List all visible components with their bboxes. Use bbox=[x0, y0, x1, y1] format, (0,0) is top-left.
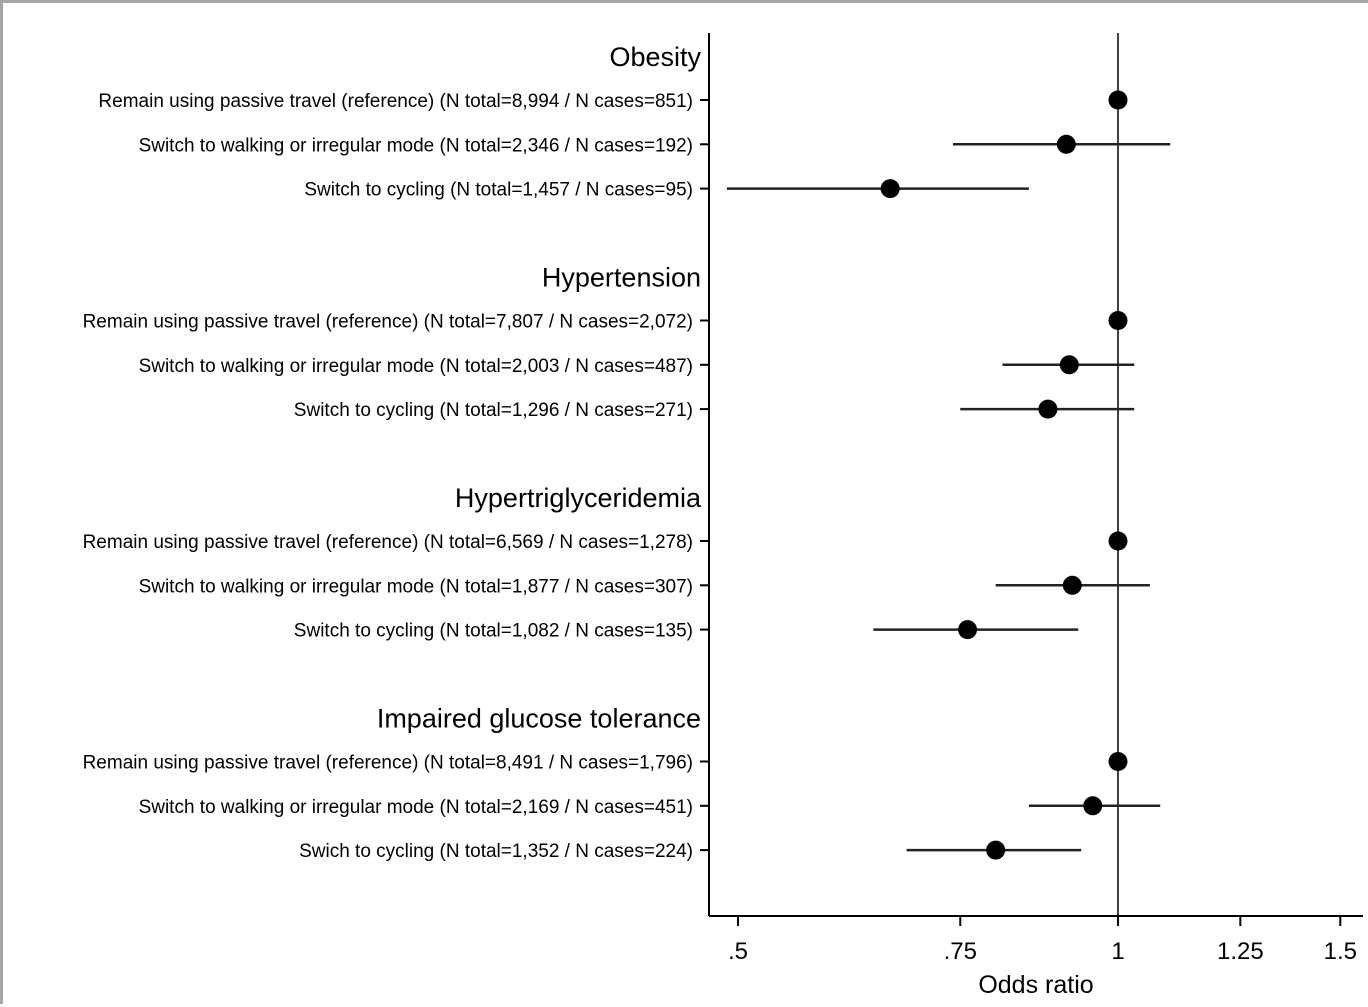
row-label: Remain using passive travel (reference) … bbox=[83, 753, 693, 774]
point-estimate bbox=[986, 840, 1006, 860]
x-tick-label: 1.5 bbox=[1324, 938, 1357, 965]
point-estimate bbox=[1108, 90, 1128, 110]
point-estimate bbox=[1056, 134, 1076, 154]
x-tick-label: .5 bbox=[728, 938, 748, 965]
point-estimate bbox=[1062, 575, 1082, 595]
estimate-marks bbox=[726, 90, 1171, 860]
group-title: Hypertension bbox=[542, 263, 701, 293]
x-axis-title: Odds ratio bbox=[978, 971, 1093, 999]
row-label: Switch to walking or irregular mode (N t… bbox=[139, 356, 693, 377]
x-tick-label: 1.25 bbox=[1217, 938, 1264, 965]
forest-plot: Obesity Remain using passive travel (refe… bbox=[83, 33, 1363, 999]
group-title: Hypertriglyceridemia bbox=[455, 483, 702, 513]
group-title: Impaired glucose tolerance bbox=[377, 704, 701, 734]
row-label: Remain using passive travel (reference) … bbox=[98, 91, 693, 112]
x-tick-label: 1 bbox=[1111, 938, 1124, 965]
row-labels: Obesity Remain using passive travel (refe… bbox=[83, 42, 709, 862]
row-label: Remain using passive travel (reference) … bbox=[83, 312, 693, 333]
row-label: Switch to walking or irregular mode (N t… bbox=[139, 797, 693, 818]
axes bbox=[708, 33, 1363, 917]
point-estimate bbox=[1108, 752, 1128, 771]
x-tick-label: .75 bbox=[944, 938, 977, 965]
row-label: Remain using passive travel (reference) … bbox=[83, 532, 693, 553]
row-label: Switch to cycling (N total=1,296 / N cas… bbox=[294, 400, 693, 421]
row-label: Switch to cycling (N total=1,082 / N cas… bbox=[294, 621, 693, 642]
row-label: Swich to cycling (N total=1,352 / N case… bbox=[299, 841, 693, 862]
row-label: Switch to cycling (N total=1,457 / N cas… bbox=[304, 180, 693, 201]
point-estimate bbox=[1059, 355, 1079, 375]
row-label: Switch to walking or irregular mode (N t… bbox=[139, 576, 693, 597]
point-estimate bbox=[880, 179, 900, 199]
point-estimate bbox=[1108, 531, 1128, 551]
row-label: Switch to walking or irregular mode (N t… bbox=[139, 135, 693, 156]
x-axis-ticks: .5 .75 1 1.25 1.5 bbox=[728, 916, 1357, 965]
point-estimate bbox=[1108, 311, 1128, 330]
point-estimate bbox=[1038, 399, 1058, 419]
point-estimate bbox=[958, 620, 978, 640]
group-title: Obesity bbox=[609, 42, 701, 72]
point-estimate bbox=[1083, 796, 1103, 816]
